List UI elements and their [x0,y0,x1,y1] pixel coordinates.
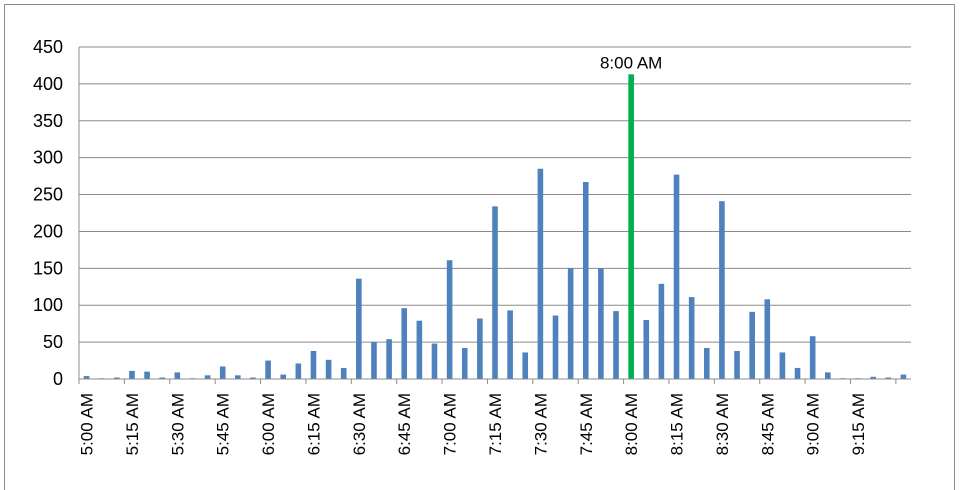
y-tick-label: 50 [43,332,63,352]
y-tick-label: 250 [33,185,63,205]
x-tick-label: 7:30 AM [531,393,550,455]
bar [250,377,256,379]
bar [204,375,211,379]
bars [83,74,907,379]
x-tick-label: 6:00 AM [259,393,278,455]
bar [144,371,150,379]
x-tick-label: 6:15 AM [304,393,323,455]
y-tick-label: 350 [33,111,63,131]
x-tick-label: 5:00 AM [78,393,97,455]
y-tick-label: 100 [33,295,63,315]
bar [522,352,529,379]
bar [219,366,226,379]
bar [129,370,135,379]
x-tick-label: 7:15 AM [486,393,505,455]
x-tick-label: 8:00 AM [622,393,641,455]
bar [764,299,771,379]
bar [235,375,241,379]
chart-frame [4,4,955,490]
bar [416,320,423,379]
bar [794,367,801,379]
bar [83,376,90,379]
bar [537,168,544,379]
bar [673,174,680,379]
bar [159,377,165,379]
bar [174,372,181,379]
x-tick-label: 7:45 AM [577,393,596,455]
bar [492,206,498,379]
bar [325,359,332,379]
y-tick-label: 0 [53,369,63,389]
bar [477,318,483,379]
bar-highlight [628,74,634,379]
x-tick-label: 5:30 AM [168,393,187,455]
bar [825,372,831,379]
x-axis-tick-labels: 5:00 AM 5:15 AM 5:30 AM 5:45 AM 6:00 AM 6:15 … [78,393,868,455]
bar [340,367,347,379]
bar [885,377,892,379]
axes [78,47,911,384]
bar [870,376,876,379]
bar [613,311,619,379]
x-tick-label: 9:00 AM [804,393,823,455]
bar [295,363,302,379]
y-tick-label: 400 [33,74,63,94]
x-tick-label: 6:45 AM [395,393,414,455]
x-tick-label: 9:15 AM [849,393,868,455]
bar [461,348,468,379]
x-tick-label: 7:00 AM [441,393,460,455]
bar [703,348,710,379]
bar [719,201,725,379]
bar [658,283,665,379]
bar [688,297,695,379]
bar [401,308,408,379]
y-axis-tick-labels: 0 50 100 150 200 250 300 350 400 450 [33,37,63,389]
x-tick-label: 8:15 AM [668,393,687,455]
bar [900,374,907,379]
x-tick-label: 6:30 AM [350,393,369,455]
bar [552,315,559,379]
bar [749,311,755,379]
bar [598,268,604,379]
bar [734,350,740,379]
x-tick-label: 5:45 AM [214,393,233,455]
bar [779,352,786,379]
x-tick-label: 8:45 AM [758,393,777,455]
bar [431,343,438,379]
bar [507,310,513,379]
x-tick-label: 5:15 AM [123,393,142,455]
bar [114,377,120,379]
bar [386,339,392,379]
bar [265,360,271,379]
y-tick-label: 450 [33,37,63,57]
y-tick-label: 300 [33,148,63,168]
bar [582,182,589,379]
bar [446,260,453,379]
bar [809,336,816,379]
x-tick-label: 8:30 AM [713,393,732,455]
bar [310,350,317,379]
bar [567,268,574,379]
bar [356,278,362,379]
y-tick-label: 150 [33,258,63,278]
bar [371,342,377,379]
bar [280,374,287,379]
peak-annotation: 8:00 AM [600,53,662,72]
y-tick-label: 200 [33,221,63,241]
bar [643,319,650,379]
